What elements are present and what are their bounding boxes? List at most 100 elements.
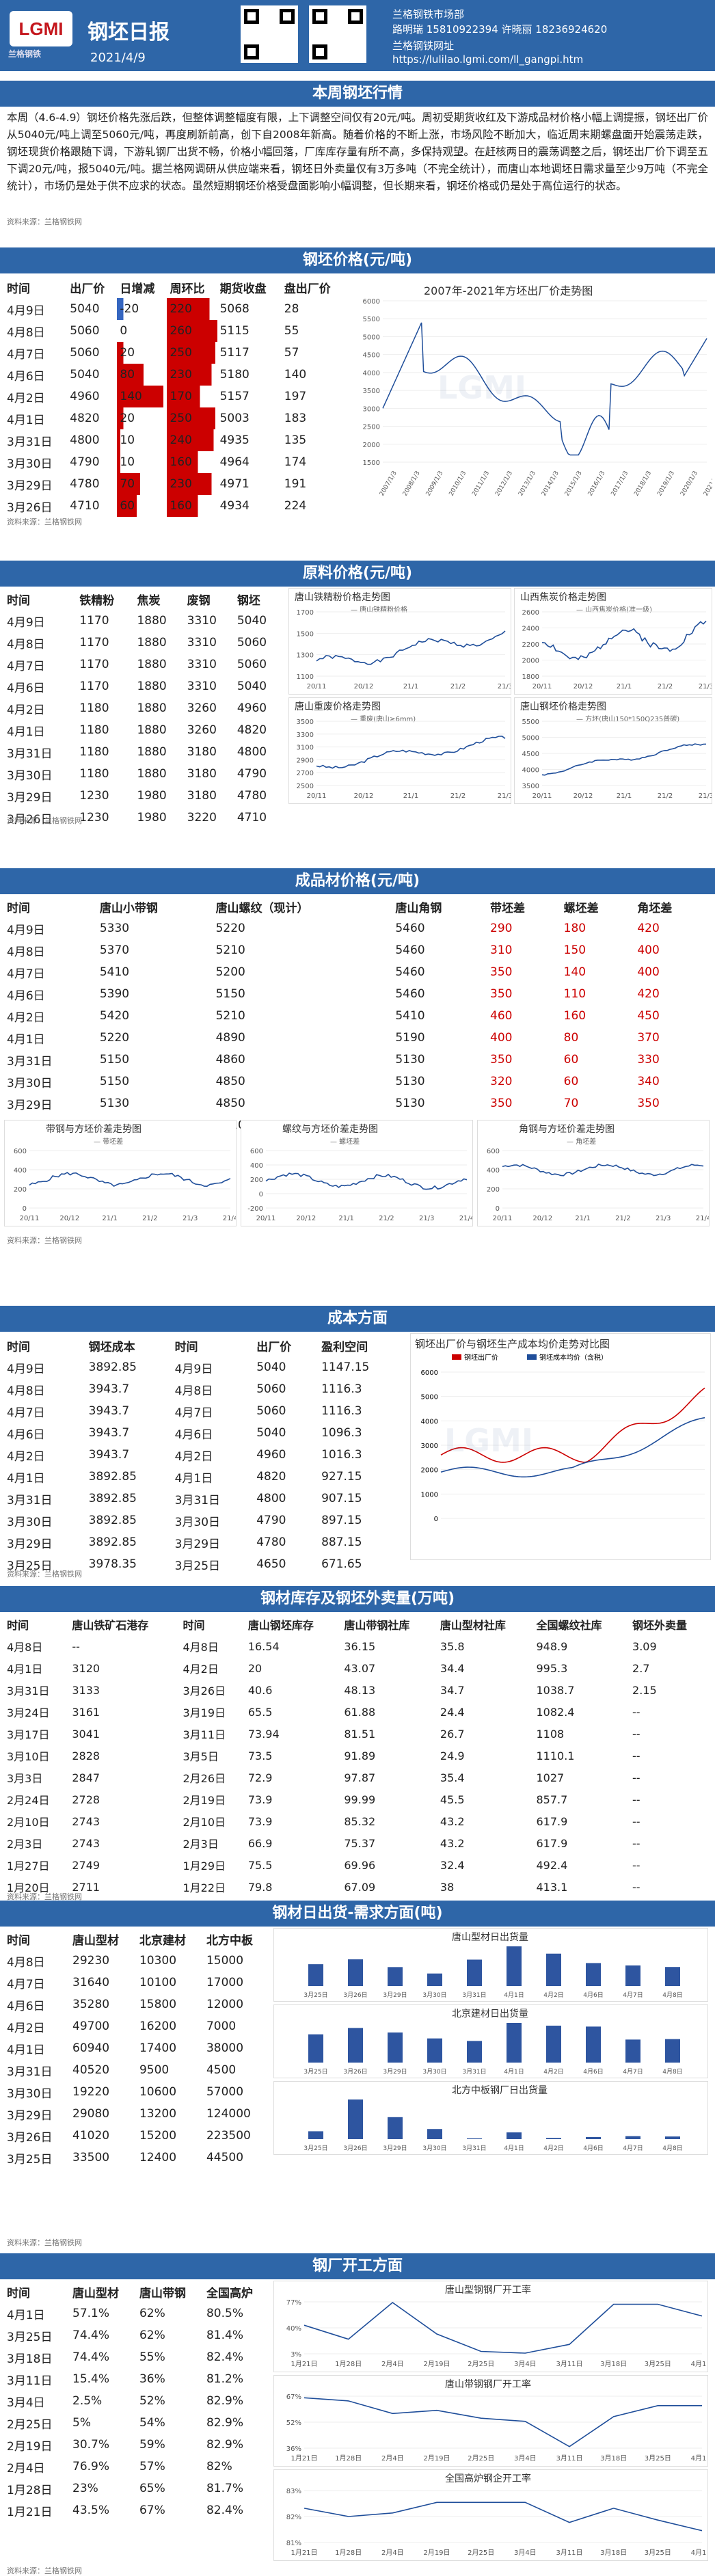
table-cell: 857.7 (536, 1793, 568, 1806)
y-tick-label: 4500 (363, 352, 380, 360)
org-name: 兰格钢铁市场部 (392, 8, 465, 21)
table-row: 3月30日 3892.85 3月30日 4790 897.15 (4, 1510, 405, 1531)
table-cell: -- (72, 1639, 80, 1653)
chart-title: 唐山型钢钢厂开工率 (445, 2285, 531, 2296)
y-tick-label: -200 (247, 1205, 263, 1213)
table-row: 4月8日 1170 1880 3310 5060 (4, 632, 284, 654)
y-tick-label: 6000 (421, 1369, 438, 1377)
legend-label: 钢坯成本均价（含税） (539, 1353, 608, 1362)
bar (308, 1964, 323, 1986)
source-note: 资料来源：兰格钢铁网 (7, 217, 82, 226)
table-cell: 1170 (79, 658, 109, 671)
column-header: 钢坯成本 (88, 1340, 135, 1354)
table-cell: 160 (167, 495, 217, 517)
column-header: 期货收盘 (219, 282, 267, 296)
x-tick-label: 2008/1/3 (402, 470, 422, 497)
table-cell: 400 (490, 1031, 513, 1045)
table-cell: 3260 (187, 723, 217, 737)
y-tick-label: 600 (250, 1148, 263, 1155)
column-header: 时间 (7, 2286, 30, 2300)
x-tick-label: 21/1 (617, 792, 632, 800)
table-cell: 617.9 (536, 1836, 568, 1850)
x-tick-label: 3月25日 (303, 2145, 327, 2152)
spread-chart: 螺纹与方坯价差走势图 — 螺坯差 600 400 200 0 -200 20/11 20/12 2… (241, 1120, 473, 1226)
x-tick-label: 3月29日 (383, 2145, 407, 2152)
table-cell: 3月25日 (7, 2152, 53, 2166)
table-cell: 5460 (395, 943, 425, 957)
table-cell: 3180 (187, 789, 217, 803)
x-tick-label: 2月19日 (423, 2360, 450, 2368)
legend-label: — 方坯(唐山150*150Q235普碳) (576, 716, 680, 723)
table-row: 2月3日 2743 2月3日 66.9 75.37 43.2 617.9 -- (4, 1832, 711, 1854)
x-tick-label: 3月18日 (600, 2549, 627, 2557)
table-header: 时间 唐山型材 唐山带钢 全国高炉 (4, 2281, 271, 2303)
y-tick-label: 2500 (297, 783, 314, 790)
source-note: 资料来源：兰格钢铁网 (7, 2238, 82, 2247)
y-tick-label: 3% (291, 2351, 301, 2359)
table-cell: 4月9日 (7, 615, 45, 630)
table-cell: 10 (117, 451, 167, 473)
table-cell: 5370 (99, 943, 130, 957)
table-cell: 60 (117, 495, 167, 517)
table-cell: 3月31日 (7, 1685, 50, 1698)
table-cell: 350 (490, 1053, 513, 1066)
table-cell: 5060 (256, 1404, 286, 1418)
x-tick-label: 2010/1/3 (448, 470, 468, 497)
table-cell: 3月11日 (183, 1728, 226, 1741)
table-cell: 2月19日 (183, 1794, 226, 1807)
table-cell: 43.2 (440, 1814, 465, 1828)
series-line (440, 1417, 705, 1478)
bar (625, 2039, 640, 2063)
table-row: 3月25日 33500 12400 44500 (4, 2147, 271, 2169)
shipment-chart: 唐山型材日出货量 3月25日 3月26日 3月29日 3月30日 3月31日 4月1日 4月2… (273, 1928, 708, 2002)
table-cell: 4月1日 (7, 2043, 45, 2057)
table-cell: 20 (117, 407, 167, 429)
x-tick-label: 2月25日 (468, 2549, 494, 2557)
y-tick-label: 2400 (522, 626, 539, 633)
table-cell: 174 (284, 455, 307, 469)
table-cell: 5040 (256, 1360, 286, 1374)
table-cell: 74.4% (72, 2329, 110, 2342)
table-cell: 4月1日 (174, 1471, 213, 1486)
x-tick-label: 2月4日 (381, 2454, 404, 2463)
y-tick-label: 600 (14, 1148, 27, 1155)
x-tick-label: 4月8日 (662, 2068, 682, 2076)
table-cell: 52% (139, 2394, 165, 2408)
table-cell: 4月7日 (7, 967, 45, 981)
column-header: 钢坯外卖量 (632, 1619, 688, 1632)
table-cell: 370 (637, 1031, 660, 1045)
column-header: 日增减 (120, 282, 155, 296)
site-url[interactable]: https://lulilao.lgmi.com/ll_gangpi.htm (392, 53, 584, 66)
table-cell: 76.9% (72, 2460, 110, 2473)
table-cell: 1880 (137, 658, 167, 671)
report-date: 2021/4/9 (90, 51, 146, 65)
y-tick-label: 40% (286, 2325, 301, 2333)
section-title: 成本方面 (0, 1306, 715, 1332)
table-cell: 36.15 (344, 1639, 376, 1653)
table-cell: 4月1日 (7, 1032, 45, 1047)
y-tick-label: 2000 (363, 442, 380, 449)
table-cell: 55 (284, 324, 299, 338)
table-cell: 948.9 (536, 1639, 568, 1653)
table-cell: 3月4日 (7, 2396, 45, 2410)
x-tick-label: 3月31日 (462, 2068, 486, 2076)
table-cell: 67% (139, 2504, 165, 2517)
table-cell: 4964 (219, 455, 249, 469)
table-cell: 160 (563, 1009, 586, 1023)
column-header: 唐山铁矿石港存 (72, 1619, 149, 1632)
table-cell: 4月1日 (7, 1663, 43, 1676)
table-cell: 5040 (256, 1426, 286, 1440)
bar (507, 2023, 522, 2063)
table-cell: -- (632, 1727, 640, 1741)
x-tick-label: 21/3 (419, 1215, 434, 1222)
table-cell: 3月5日 (183, 1750, 219, 1763)
series-line (316, 735, 506, 769)
section-title: 原料价格(元/吨) (0, 561, 715, 587)
x-tick-label: 4月6日 (583, 1991, 603, 1999)
table-cell: 1170 (79, 680, 109, 693)
legend-swatch (527, 1354, 537, 1360)
x-tick-label: 4月1日 (504, 2068, 524, 2076)
table-cell: 4月2日 (7, 1449, 45, 1464)
x-tick-label: 3月25日 (303, 1991, 327, 1999)
x-tick-label: 3月4日 (514, 2549, 537, 2557)
